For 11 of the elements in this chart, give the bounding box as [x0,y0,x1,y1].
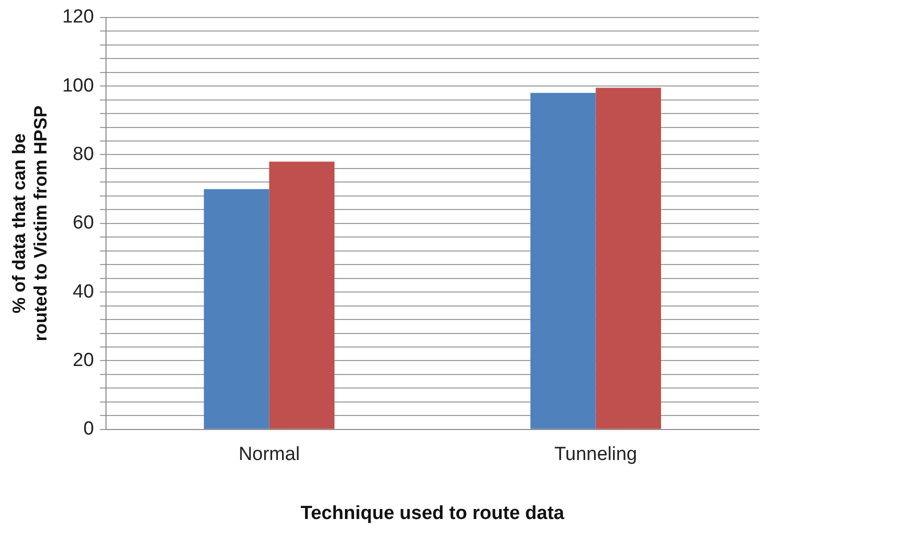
y-tick-label: 40 [72,281,94,302]
x-tick-label: Tunneling [554,444,638,466]
y-tick-label: 80 [72,144,94,165]
y-tick-label: 120 [62,6,94,28]
y-tick-label: 0 [83,418,94,440]
y-axis-title: % of data that can be routed to Victim from HPSP [8,106,50,342]
y-tick-label: 100 [62,75,94,96]
x-axis-title: Technique used to route data [300,502,565,524]
y-tick-label: 60 [72,212,94,234]
y-tick-label: 20 [72,350,94,371]
x-tick-label: Normal [238,444,300,466]
